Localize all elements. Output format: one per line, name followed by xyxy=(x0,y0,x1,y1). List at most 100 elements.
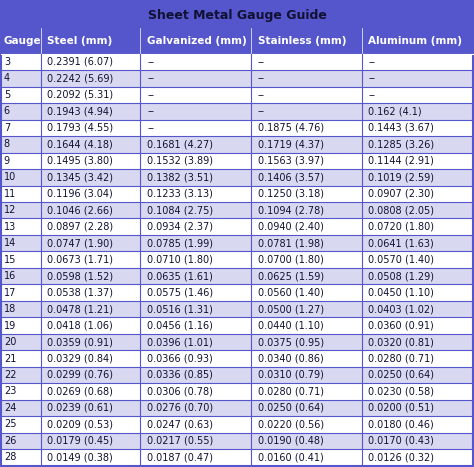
Text: 24: 24 xyxy=(4,403,16,413)
Bar xyxy=(1,449,41,466)
Text: Steel (mm): Steel (mm) xyxy=(47,36,113,46)
Bar xyxy=(140,268,251,284)
Bar xyxy=(41,202,140,219)
Text: 0.0897 (2.28): 0.0897 (2.28) xyxy=(47,222,114,232)
Bar xyxy=(41,268,140,284)
Text: 21: 21 xyxy=(4,354,16,363)
Text: 28: 28 xyxy=(4,453,16,462)
Bar xyxy=(362,202,473,219)
Bar xyxy=(251,284,362,301)
Text: --: -- xyxy=(368,73,375,84)
Text: 0.0538 (1.37): 0.0538 (1.37) xyxy=(47,288,113,297)
Bar xyxy=(41,136,140,153)
Bar xyxy=(41,120,140,136)
Text: --: -- xyxy=(258,106,265,116)
Bar xyxy=(41,103,140,120)
Text: 0.162 (4.1): 0.162 (4.1) xyxy=(368,106,422,116)
Text: --: -- xyxy=(147,123,154,133)
Bar xyxy=(140,416,251,432)
Bar xyxy=(1,70,41,87)
Bar xyxy=(140,169,251,185)
Text: 0.1443 (3.67): 0.1443 (3.67) xyxy=(368,123,434,133)
Bar xyxy=(41,334,140,350)
Text: 11: 11 xyxy=(4,189,16,199)
Text: 0.2092 (5.31): 0.2092 (5.31) xyxy=(47,90,114,100)
Text: 0.0220 (0.56): 0.0220 (0.56) xyxy=(258,419,324,430)
Text: 0.1250 (3.18): 0.1250 (3.18) xyxy=(258,189,324,199)
Text: Gauge: Gauge xyxy=(4,36,41,46)
Text: 14: 14 xyxy=(4,238,16,248)
Bar xyxy=(1,268,41,284)
Bar xyxy=(41,28,140,54)
Text: 0.0280 (0.71): 0.0280 (0.71) xyxy=(258,387,324,396)
Bar xyxy=(1,219,41,235)
Bar xyxy=(251,185,362,202)
Text: 0.0179 (0.45): 0.0179 (0.45) xyxy=(47,436,113,446)
Text: --: -- xyxy=(258,57,265,67)
Text: 0.1196 (3.04): 0.1196 (3.04) xyxy=(47,189,113,199)
Bar xyxy=(362,103,473,120)
Bar xyxy=(251,70,362,87)
Text: 4: 4 xyxy=(4,73,10,84)
Bar xyxy=(140,70,251,87)
Text: 0.0598 (1.52): 0.0598 (1.52) xyxy=(47,271,114,281)
Bar xyxy=(1,28,41,54)
Text: 15: 15 xyxy=(4,255,16,265)
Text: 0.0200 (0.51): 0.0200 (0.51) xyxy=(368,403,435,413)
Text: Stainless (mm): Stainless (mm) xyxy=(258,36,346,46)
Text: 0.0673 (1.71): 0.0673 (1.71) xyxy=(47,255,113,265)
Text: 0.0280 (0.71): 0.0280 (0.71) xyxy=(368,354,435,363)
Text: 0.0230 (0.58): 0.0230 (0.58) xyxy=(368,387,435,396)
Bar xyxy=(251,432,362,449)
Bar xyxy=(251,87,362,103)
Bar xyxy=(1,317,41,334)
Bar xyxy=(140,202,251,219)
Text: 0.0359 (0.91): 0.0359 (0.91) xyxy=(47,337,113,347)
Text: 0.1406 (3.57): 0.1406 (3.57) xyxy=(258,172,324,182)
Bar xyxy=(1,383,41,400)
Text: 0.0250 (0.64): 0.0250 (0.64) xyxy=(258,403,324,413)
Bar xyxy=(251,317,362,334)
Bar xyxy=(1,169,41,185)
Text: 0.0456 (1.16): 0.0456 (1.16) xyxy=(147,320,213,331)
Text: 0.1345 (3.42): 0.1345 (3.42) xyxy=(47,172,113,182)
Bar xyxy=(1,185,41,202)
Bar xyxy=(251,301,362,317)
Text: 0.0781 (1.98): 0.0781 (1.98) xyxy=(258,238,324,248)
Text: 0.0149 (0.38): 0.0149 (0.38) xyxy=(47,453,113,462)
Bar xyxy=(1,416,41,432)
Text: 0.1793 (4.55): 0.1793 (4.55) xyxy=(47,123,114,133)
Text: 0.0160 (0.41): 0.0160 (0.41) xyxy=(258,453,324,462)
Bar xyxy=(362,28,473,54)
Text: 0.0375 (0.95): 0.0375 (0.95) xyxy=(258,337,324,347)
Text: 0.1532 (3.89): 0.1532 (3.89) xyxy=(147,156,213,166)
Text: 7: 7 xyxy=(4,123,10,133)
Bar xyxy=(362,449,473,466)
Bar xyxy=(140,301,251,317)
Text: --: -- xyxy=(147,106,154,116)
Bar xyxy=(41,70,140,87)
Text: 19: 19 xyxy=(4,320,16,331)
Bar xyxy=(1,120,41,136)
Text: 0.1084 (2.75): 0.1084 (2.75) xyxy=(147,205,213,215)
Text: 12: 12 xyxy=(4,205,16,215)
Bar xyxy=(41,235,140,251)
Bar xyxy=(251,350,362,367)
Bar xyxy=(41,301,140,317)
Text: 0.0299 (0.76): 0.0299 (0.76) xyxy=(47,370,113,380)
Text: 0.0450 (1.10): 0.0450 (1.10) xyxy=(368,288,434,297)
Bar xyxy=(1,136,41,153)
Text: 0.0500 (1.27): 0.0500 (1.27) xyxy=(258,304,324,314)
Text: --: -- xyxy=(258,73,265,84)
Text: 0.0250 (0.64): 0.0250 (0.64) xyxy=(368,370,435,380)
Bar xyxy=(140,383,251,400)
Bar xyxy=(140,400,251,416)
Bar xyxy=(1,400,41,416)
Text: 0.1563 (3.97): 0.1563 (3.97) xyxy=(258,156,324,166)
Bar xyxy=(1,54,41,70)
Bar xyxy=(362,54,473,70)
Text: 0.0209 (0.53): 0.0209 (0.53) xyxy=(47,419,113,430)
Bar xyxy=(251,268,362,284)
Bar xyxy=(362,301,473,317)
Bar xyxy=(140,153,251,169)
